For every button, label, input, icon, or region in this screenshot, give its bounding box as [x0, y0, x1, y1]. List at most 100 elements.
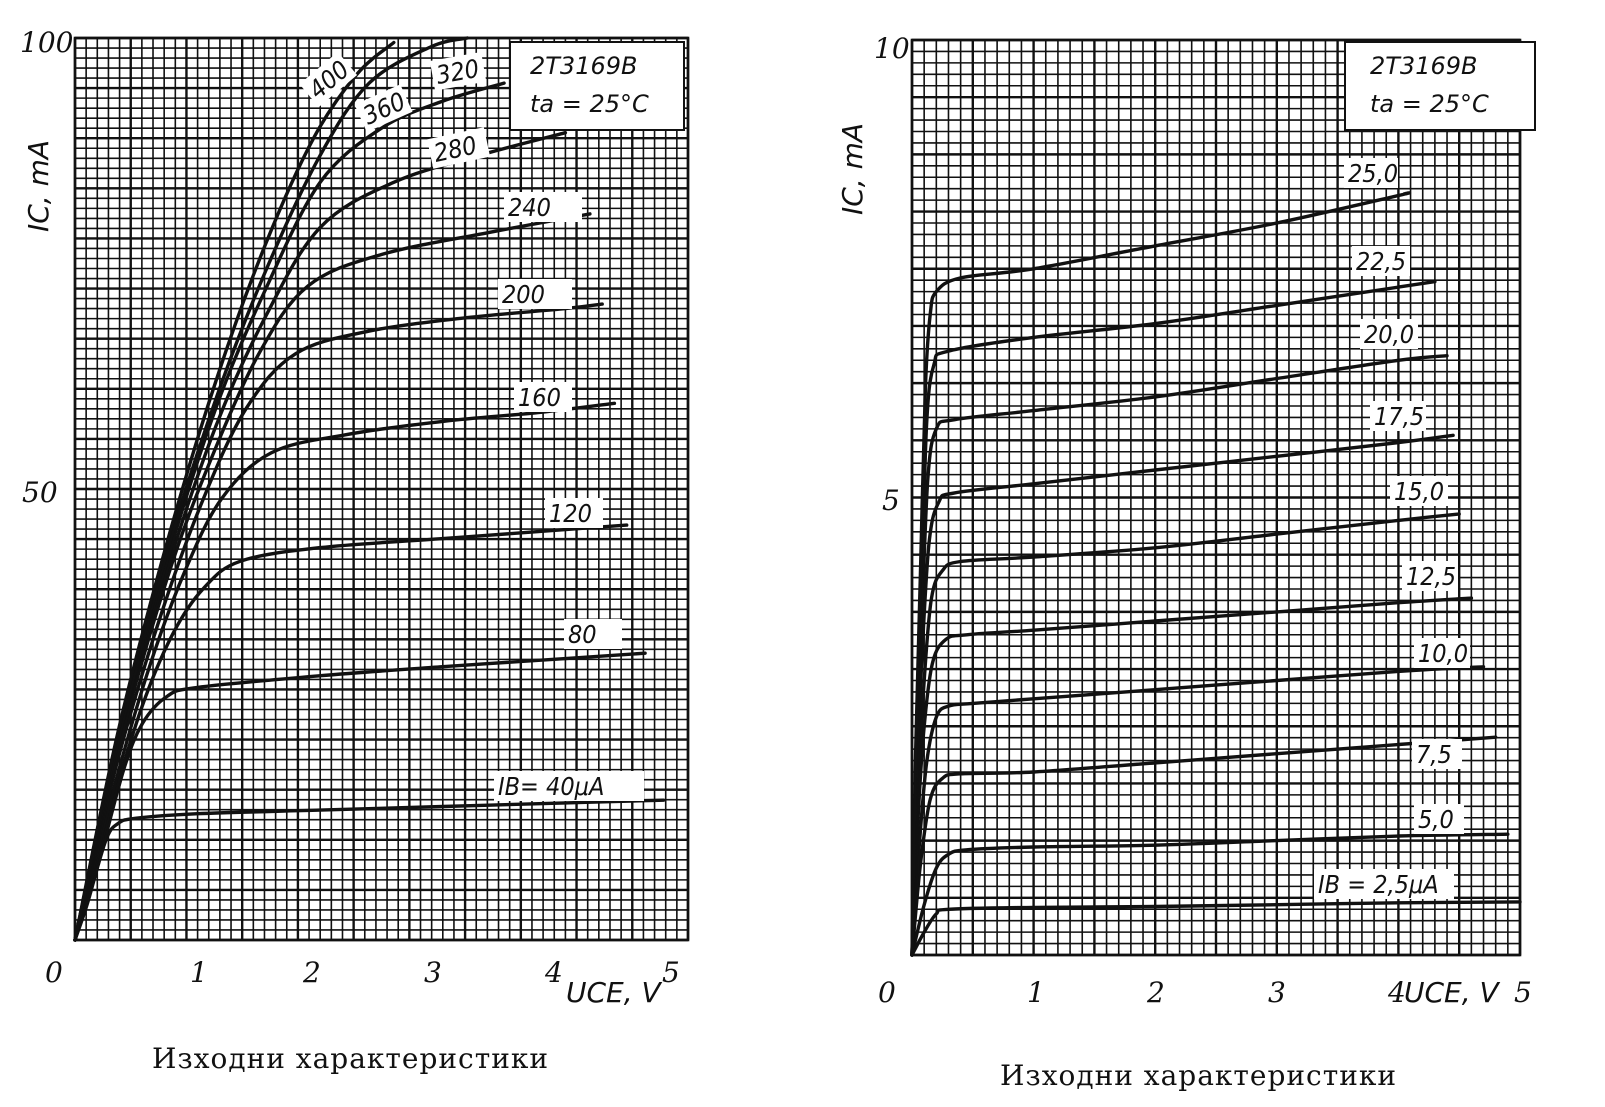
left-curve-label-text: 80: [568, 620, 597, 649]
right-curve-labels: IB = 2,5μA 5,0 7,5 10,0 12,5 15,0 17,5 20,0 22,5…: [1314, 158, 1470, 899]
left-curve-label-0: IB= 40μA: [494, 771, 644, 801]
left-curve-label-bg: [564, 619, 622, 649]
left-x-tick-label: 0: [45, 956, 63, 989]
right-curve-label-0: IB = 2,5μA: [1314, 869, 1454, 899]
right-curve-label-bg: [1414, 638, 1470, 668]
right-chart: IB = 2,5μA 5,0 7,5 10,0 12,5 15,0 17,5 20,0 22,5…: [836, 32, 1536, 1092]
left-curve-label-text: 320: [434, 54, 481, 90]
right-x-tick-label: 0: [878, 976, 896, 1009]
right-curve-label-text: 15,0: [1394, 477, 1444, 506]
left-x-tick-label: 3: [424, 956, 442, 989]
right-curve-label-bg: [1360, 319, 1418, 349]
left-curve-label-2: 120: [545, 498, 603, 528]
right-legend-condition: ta = 25°C: [1370, 90, 1489, 118]
right-grid: [910, 38, 1522, 957]
left-curve-label-bg: [354, 84, 413, 133]
right-curve-label-9: 25,0: [1344, 158, 1398, 188]
left-curve-label-bg: [514, 382, 572, 412]
left-curve-label-1: 80: [564, 619, 622, 649]
left-x-tick-label: 2: [302, 956, 321, 989]
right-curve-label-bg: [1352, 246, 1410, 276]
right-curve-4: [910, 596, 1474, 957]
left-legend-device: 2T3169B: [530, 52, 637, 80]
right-legend-device: 2T3169B: [1370, 52, 1477, 80]
left-curve-label-text: 200: [502, 280, 545, 309]
right-x-ticks: 0 1 2 3 4 5: [878, 976, 1532, 1009]
left-y-tick-100: 100: [20, 26, 73, 59]
left-curve-9: [73, 40, 396, 942]
right-curve-label-bg: [1390, 476, 1448, 506]
right-y-tick-5: 5: [882, 484, 900, 517]
left-curves: [73, 36, 666, 942]
right-x-tick-label: 4: [1387, 976, 1406, 1009]
right-curve-label-text: 7,5: [1416, 740, 1452, 769]
right-curve-3: [910, 665, 1486, 957]
right-curve-label-text: 5,0: [1418, 805, 1454, 834]
right-curve-label-1: 5,0: [1414, 804, 1464, 834]
right-curve-label-text: 20,0: [1364, 320, 1414, 349]
right-curve-label-text: 12,5: [1406, 562, 1456, 591]
right-curve-label-text: 17,5: [1374, 402, 1424, 431]
right-x-axis-label: UCE, V: [1404, 976, 1501, 1009]
left-y-tick-50: 50: [22, 476, 58, 509]
left-x-tick-label: 5: [662, 956, 680, 989]
left-curve-label-text: 120: [549, 499, 592, 528]
left-x-axis-label: UCE, V: [566, 976, 663, 1009]
right-curve-2: [910, 735, 1498, 957]
right-curve-label-text: 25,0: [1348, 159, 1398, 188]
left-curve-label-bg: [545, 498, 603, 528]
right-curve-label-7: 20,0: [1360, 319, 1418, 349]
right-legend: 2T3169B ta = 25°C: [1344, 41, 1536, 131]
left-curve-label-text: 160: [518, 383, 561, 412]
right-x-tick-label: 3: [1268, 976, 1286, 1009]
left-curve-label-bg: [429, 52, 487, 91]
left-x-tick-label: 1: [190, 956, 208, 989]
right-curve-label-text: 22,5: [1356, 247, 1406, 276]
right-curve-1: [910, 832, 1510, 957]
right-curve-label-text: IB = 2,5μA: [1318, 870, 1439, 899]
right-curve-5: [910, 512, 1461, 957]
left-curve-1: [73, 651, 647, 942]
right-curve-label-4: 12,5: [1402, 561, 1458, 591]
right-plot-frame: [910, 38, 1522, 957]
right-curve-label-5: 15,0: [1390, 476, 1448, 506]
right-x-tick-label: 5: [1514, 976, 1532, 1009]
left-legend: 2T3169B ta = 25°C: [509, 41, 685, 131]
left-curve-3: [73, 401, 617, 942]
left-legend-box: [509, 41, 685, 131]
left-curve-label-bg: [498, 279, 572, 309]
left-curve-label-5: 240: [504, 192, 582, 222]
right-curve-label-bg: [1414, 804, 1464, 834]
right-legend-box: [1344, 41, 1536, 131]
right-curve-label-6: 17,5: [1370, 401, 1426, 431]
left-y-axis-label: IC, mA: [22, 140, 55, 232]
right-x-tick-label: 1: [1027, 976, 1045, 1009]
right-curve-label-bg: [1402, 561, 1458, 591]
left-curve-label-text: 280: [431, 131, 479, 168]
right-y-axis-label: IC, mA: [836, 123, 869, 215]
right-curve-label-8: 22,5: [1352, 246, 1410, 276]
right-curve-label-bg: [1412, 739, 1462, 769]
left-curve-5: [73, 212, 592, 942]
right-y-tick-10: 10: [874, 32, 910, 65]
right-curve-label-3: 10,0: [1414, 638, 1470, 668]
left-curve-label-bg: [427, 127, 491, 169]
left-legend-condition: ta = 25°C: [530, 90, 649, 118]
left-grid: [73, 36, 690, 942]
left-x-ticks: 0 1 2 3 4 5: [45, 956, 680, 989]
left-curve-label-3: 160: [514, 382, 572, 412]
left-curve-2: [73, 523, 629, 942]
left-curve-label-bg: [504, 192, 582, 222]
left-curve-label-bg: [494, 771, 644, 801]
right-x-tick-label: 2: [1146, 976, 1165, 1009]
right-curve-label-bg: [1370, 401, 1426, 431]
left-caption: Изходни характеристики: [152, 1042, 549, 1075]
left-curve-label-text: IB= 40μA: [498, 772, 604, 801]
left-plot-frame: [73, 36, 690, 942]
left-curve-label-4: 200: [498, 279, 572, 309]
right-curve-9: [910, 191, 1412, 957]
right-curves: [910, 191, 1522, 957]
right-curve-label-text: 10,0: [1418, 639, 1468, 668]
